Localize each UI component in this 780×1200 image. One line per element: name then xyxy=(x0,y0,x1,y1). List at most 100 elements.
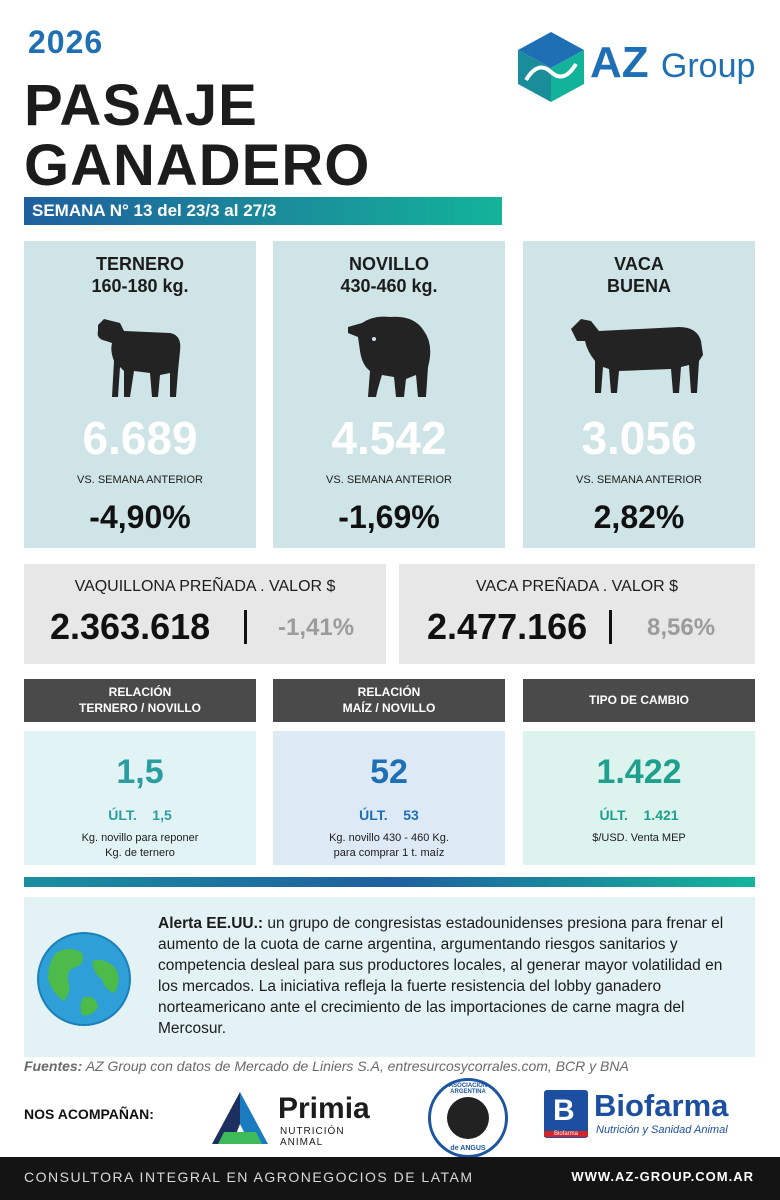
divider-gradient xyxy=(24,877,755,887)
week-banner: SEMANA N° 13 del 23/3 al 27/3 xyxy=(24,197,502,225)
card-vaca: VACA BUENA 3.056 VS. SEMANA ANTERIOR 2,8… xyxy=(523,241,755,548)
relation-last-label: ÚLT. xyxy=(599,807,628,823)
relation-last-value: 1,5 xyxy=(152,807,172,823)
relation-head-line2: TERNERO / NOVILLO xyxy=(78,701,201,715)
card-price: 3.056 xyxy=(581,412,697,464)
globe-icon xyxy=(37,932,131,1026)
logo-text: AZ Group xyxy=(590,38,755,88)
primia-name: Primia xyxy=(278,1092,370,1125)
biofarma-logo: B Biofarma Biofarma Nutrición y Sanidad … xyxy=(544,1088,758,1144)
relation-value: 52 xyxy=(370,753,408,791)
biofarma-letter: B xyxy=(553,1094,575,1127)
alert-lead: Alerta EE.UU.: xyxy=(158,915,264,932)
relation-box-tipo-cambio: 1.422 ÚLT. 1.421 $/USD. Venta MEP xyxy=(523,731,755,865)
primia-icon xyxy=(212,1092,268,1144)
calf-icon xyxy=(97,319,181,397)
card-novillo: NOVILLO 430-460 kg. 4.542 VS. SEMANA ANT… xyxy=(273,241,505,548)
footer: CONSULTORA INTEGRAL EN AGRONEGOCIOS DE L… xyxy=(0,1157,780,1200)
separator-bar xyxy=(244,610,247,644)
primia-sub: NUTRICIÓN ANIMAL xyxy=(280,1126,345,1148)
relation-note-line2: Kg. de ternero xyxy=(105,847,175,859)
relation-note-line1: Kg. novillo 430 - 460 Kg. xyxy=(329,832,449,844)
vaca-prenada-change: 8,56% xyxy=(647,614,716,641)
steer-icon xyxy=(348,316,431,397)
biofarma-small: Biofarma xyxy=(544,1131,588,1137)
card-category-line1: TERNERO xyxy=(95,254,184,274)
vaquillona-value: 2.363.618 xyxy=(50,606,211,647)
vaquillona-label: VAQUILLONA PREÑADA . VALOR $ xyxy=(74,578,336,595)
relation-note: Kg. novillo 430 - 460 Kg. para comprar 1… xyxy=(273,831,505,861)
card-change: 2,82% xyxy=(593,499,685,535)
relation-head-line1: RELACIÓN xyxy=(108,685,172,699)
card-category-line1: VACA xyxy=(614,254,664,274)
card-category: TERNERO 160-180 kg. xyxy=(24,253,256,297)
card-ternero: TERNERO 160-180 kg. 6.689 VS. SEMANA ANT… xyxy=(24,241,256,548)
angus-bottom-text: de ANGUS xyxy=(450,1145,486,1152)
card-category: VACA BUENA xyxy=(523,253,755,297)
vaca-prenada-box: VACA PREÑADA . VALOR $ 2.477.166 8,56% xyxy=(399,564,755,664)
title-line-1: PASAJE xyxy=(24,73,258,138)
relation-head-ternero-novillo: RELACIÓN TERNERO / NOVILLO xyxy=(24,679,256,722)
card-change: -1,69% xyxy=(338,499,440,535)
relation-head-maiz-novillo: RELACIÓN MAÍZ / NOVILLO xyxy=(273,679,505,722)
card-category-line1: NOVILLO xyxy=(349,254,429,274)
footer-website-link[interactable]: WWW.AZ-GROUP.COM.AR xyxy=(571,1169,754,1184)
relation-last-value: 53 xyxy=(403,807,419,823)
relation-note: $/USD. Venta MEP xyxy=(523,831,755,846)
page-title: PASAJE GANADERO xyxy=(24,76,370,196)
cow-icon xyxy=(571,319,703,393)
relation-head-line1: RELACIÓN xyxy=(357,685,421,699)
primia-logo: Primia NUTRICIÓN ANIMAL xyxy=(210,1088,390,1148)
card-category-line2: 430-460 kg. xyxy=(340,276,438,296)
sources-line: Fuentes: AZ Group con datos de Mercado d… xyxy=(24,1058,629,1074)
card-change: -4,90% xyxy=(89,499,191,535)
relation-last: ÚLT. 53 xyxy=(273,807,505,823)
biofarma-icon: B Biofarma xyxy=(544,1090,588,1138)
vaquillona-prenada-box: VAQUILLONA PREÑADA . VALOR $ 2.363.618 -… xyxy=(24,564,386,664)
card-vs-label: VS. SEMANA ANTERIOR xyxy=(77,474,203,486)
card-price: 4.542 xyxy=(331,412,447,464)
relation-last-value: 1.421 xyxy=(643,807,679,823)
card-price: 6.689 xyxy=(82,412,198,464)
card-vs-label: VS. SEMANA ANTERIOR xyxy=(326,474,452,486)
relation-last-label: ÚLT. xyxy=(108,807,137,823)
bull-head-icon xyxy=(447,1097,489,1139)
separator-bar xyxy=(609,610,612,644)
footer-tagline: CONSULTORA INTEGRAL EN AGRONEGOCIOS DE L… xyxy=(24,1169,474,1185)
vaquillona-change: -1,41% xyxy=(278,614,355,641)
logo-brand: AZ xyxy=(590,38,649,87)
relation-last: ÚLT. 1,5 xyxy=(24,807,256,823)
card-category: NOVILLO 430-460 kg. xyxy=(273,253,505,297)
week-label: SEMANA N° 13 del 23/3 al 27/3 xyxy=(32,201,277,220)
cube-logo-icon xyxy=(518,32,584,102)
title-line-2: GANADERO xyxy=(24,133,371,198)
az-group-logo: AZ Group xyxy=(516,28,756,106)
alert-body: un grupo de congresistas estadounidenses… xyxy=(158,915,724,1037)
relation-head-line1: TIPO DE CAMBIO xyxy=(588,693,689,707)
relation-head-tipo-cambio: TIPO DE CAMBIO xyxy=(523,679,755,722)
vaca-prenada-label: VACA PREÑADA . VALOR $ xyxy=(475,578,679,595)
angus-top-text: ASOCIACION ARGENTINA xyxy=(448,1083,488,1095)
card-vs-label: VS. SEMANA ANTERIOR xyxy=(576,474,702,486)
biofarma-name: Biofarma xyxy=(594,1088,729,1123)
sources-label: Fuentes: xyxy=(24,1058,83,1074)
relation-value: 1.422 xyxy=(596,753,682,791)
relation-note-line1: Kg. novillo para reponer xyxy=(81,832,199,844)
sources-text: AZ Group con datos de Mercado de Liniers… xyxy=(82,1058,629,1074)
sponsors-label: NOS ACOMPAÑAN: xyxy=(24,1106,154,1122)
year-label: 2026 xyxy=(28,24,104,60)
relation-note-line1: $/USD. Venta MEP xyxy=(592,832,686,844)
angus-logo: ASOCIACION ARGENTINA de ANGUS xyxy=(428,1078,508,1158)
relation-box-maiz-novillo: 52 ÚLT. 53 Kg. novillo 430 - 460 Kg. par… xyxy=(273,731,505,865)
card-category-line2: BUENA xyxy=(606,276,671,296)
relation-note: Kg. novillo para reponer Kg. de ternero xyxy=(24,831,256,861)
biofarma-sub: Nutrición y Sanidad Animal xyxy=(596,1124,728,1136)
card-category-line2: 160-180 kg. xyxy=(91,276,189,296)
logo-brand-suffix: Group xyxy=(660,47,756,85)
alert-text: Alerta EE.UU.: un grupo de congresistas … xyxy=(158,913,746,1039)
alert-box: Alerta EE.UU.: un grupo de congresistas … xyxy=(24,897,755,1057)
relation-last-label: ÚLT. xyxy=(359,807,388,823)
relation-note-line2: para comprar 1 t. maíz xyxy=(333,847,445,859)
relation-box-ternero-novillo: 1,5 ÚLT. 1,5 Kg. novillo para reponer Kg… xyxy=(24,731,256,865)
relation-head-line2: MAÍZ / NOVILLO xyxy=(342,701,436,715)
